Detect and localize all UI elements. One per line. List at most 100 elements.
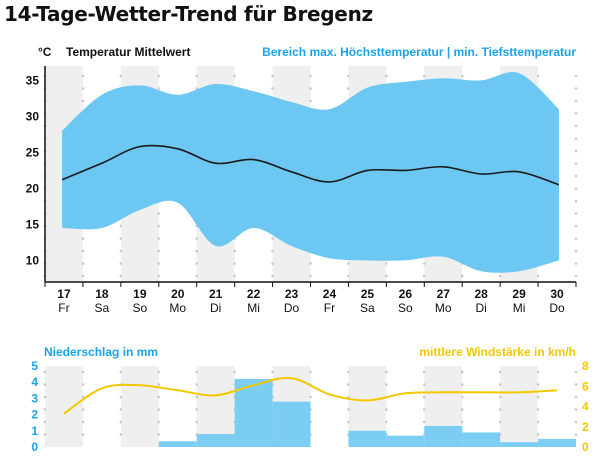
weekday-label: Mi [247,301,260,315]
grid-dot [460,383,464,386]
grid-dot [536,383,540,386]
day-number-label: 30 [550,287,564,301]
grid-dot [574,124,578,128]
grid-dot [157,383,161,386]
weekday-label: Fr [324,301,335,315]
weekday-label: Do [284,301,300,315]
grid-dot [574,99,578,103]
wind-tick-label: 8 [582,359,589,373]
grid-dot [81,74,85,78]
precipitation-tick-label: 2 [31,408,38,422]
grid-dot [498,395,502,399]
grid-dot [195,370,199,374]
grid-dot [271,370,274,374]
grid-dot [422,262,426,265]
grid-dot [195,237,199,240]
grid-dot [271,237,274,240]
grid-dot [119,237,123,240]
grid-dot [271,249,274,253]
grid-dot [233,274,236,278]
grid-dot [574,149,578,153]
day-number-label: 21 [209,287,223,301]
day-stripe-bottom [500,366,539,447]
grid-dot [347,420,350,424]
weekday-label: Fr [58,301,69,315]
precipitation-bar [424,425,463,447]
grid-dot [422,395,426,399]
grid-dot [43,383,47,386]
grid-dot [309,99,312,103]
day-axis-labels: 17Fr18Sa19So20Mo21Di22Mi23Do24Fr25Sa26So… [57,287,565,315]
grid-dot [498,408,502,411]
grid-dot [119,262,123,265]
grid-dot [43,408,47,411]
page-title: 14-Tage-Wetter-Trend für Bregenz [4,2,373,26]
temperature-tick-label: 20 [26,181,40,195]
grid-dot [81,249,85,253]
grid-dot [347,395,350,399]
precipitation-bars-layer [158,378,576,447]
precipitation-bar [500,442,539,447]
weekday-label: So [132,301,147,315]
weekday-label: So [398,301,413,315]
grid-dot [157,274,161,278]
grid-dot [157,212,161,215]
grid-dot [157,87,161,90]
grid-dot [574,162,578,165]
precipitation-bar [158,441,197,447]
grid-dot [385,74,388,78]
day-number-label: 29 [512,287,526,301]
grid-dot [43,370,47,374]
grid-dot [309,87,312,90]
day-number-label: 20 [171,287,185,301]
grid-dot [347,383,350,386]
day-stripe-bottom [45,366,83,447]
grid-dot [460,274,464,278]
grid-dot [195,87,199,90]
bottom-y-ticks: 0 1 2 3 4 5 0 2 4 6 8 [31,359,589,454]
temperature-tick-label: 35 [26,73,40,87]
grid-dot [498,274,502,278]
grid-dot [43,420,47,424]
wind-line-layer [63,376,558,415]
grid-dot [347,274,350,278]
grid-dot [385,408,388,411]
grid-dot [574,174,578,178]
grid-dot [385,262,388,265]
wind-speed-line [63,376,558,415]
grid-dot [81,383,85,386]
grid-dot [309,262,312,265]
grid-dot [195,274,199,278]
grid-dot [574,112,578,115]
grid-dot [157,224,161,228]
grid-dot [574,433,578,436]
grid-dot [271,274,274,278]
weekday-label: Mi [513,301,526,315]
grid-dot [157,433,161,436]
grid-dot [574,212,578,215]
grid-dot [157,370,161,374]
grid-dot [81,420,85,424]
precipitation-tick-label: 1 [31,424,38,438]
temperature-tick-label: 15 [26,217,40,231]
grid-dot [536,433,540,436]
grid-dot [422,74,426,78]
grid-dot [536,395,540,399]
grid-dot [157,408,161,411]
grid-dot [574,74,578,78]
grid-dot [460,370,464,374]
day-number-label: 27 [437,287,451,301]
grid-dot [195,395,199,399]
grid-dot [574,274,578,278]
precipitation-bar [234,378,273,447]
precipitation-tick-label: 4 [31,375,38,389]
grid-dot [309,395,312,399]
grid-dot [233,370,236,374]
precipitation-legend: Niederschlag in mm [44,345,158,359]
day-number-label: 28 [474,287,488,301]
mean-temperature-legend: Temperatur Mittelwert [66,45,190,59]
day-number-label: 25 [361,287,375,301]
wind-legend: mittlere Windstärke in km/h [419,345,576,359]
grid-dot [574,262,578,265]
